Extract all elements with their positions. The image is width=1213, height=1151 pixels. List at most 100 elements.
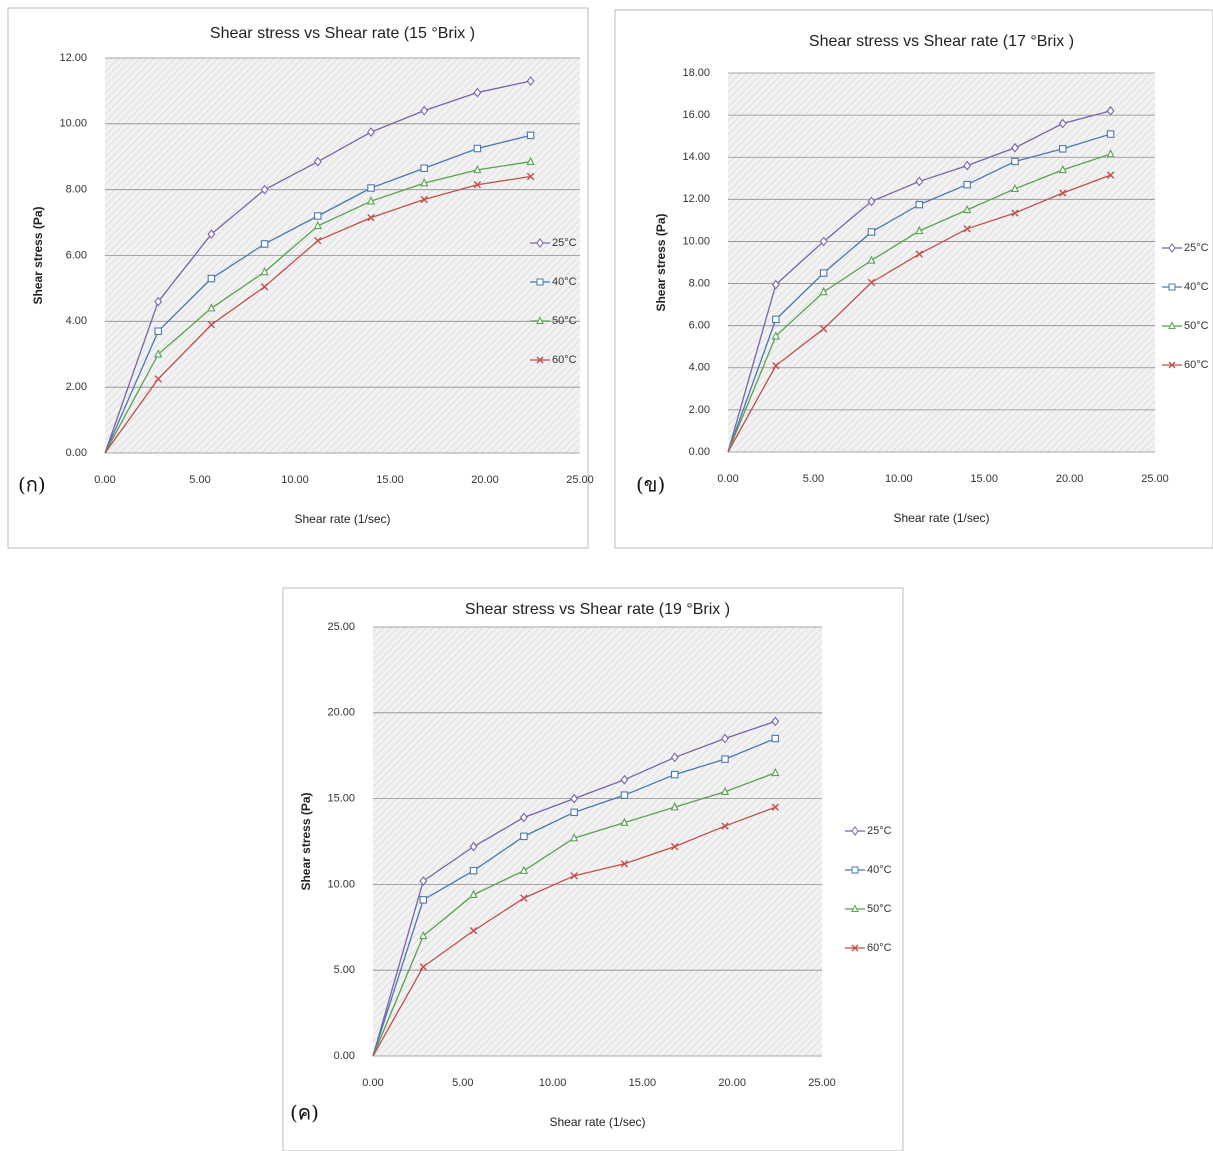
data-point	[720, 786, 730, 795]
legend-marker	[1168, 321, 1176, 329]
data-point	[620, 817, 629, 826]
data-point	[620, 860, 629, 868]
data-point	[260, 267, 269, 276]
y-tick-label: 0.00	[66, 447, 87, 459]
panel-label: (ข)	[636, 473, 665, 497]
data-point	[260, 184, 269, 195]
x-tick-label: 0.00	[94, 474, 115, 486]
data-point	[1058, 164, 1067, 174]
data-point	[963, 180, 971, 189]
y-tick-label: 4.00	[689, 362, 710, 374]
x-tick-label: 15.00	[629, 1077, 657, 1089]
data-point	[367, 127, 375, 137]
legend-label: 40°C	[1184, 281, 1209, 293]
data-point	[314, 212, 322, 220]
y-tick-label: 10.00	[59, 118, 87, 130]
legend-label: 40°C	[867, 864, 892, 876]
chart: Shear stress vs Shear rate (15 °Brix ) 0.…	[7, 7, 594, 549]
data-point	[915, 225, 924, 235]
data-point	[207, 303, 216, 312]
chart-title: Shear stress vs Shear rate (17 °Brix )	[809, 33, 1074, 50]
y-tick-label: 2.00	[66, 381, 87, 393]
y-tick-label: 16.00	[682, 109, 710, 121]
x-tick-label: 20.00	[1056, 473, 1084, 485]
y-tick-label: 2.00	[689, 404, 710, 416]
chart: Shear stress vs Shear rate (17 °Brix ) 0.…	[614, 9, 1213, 549]
data-point	[469, 927, 478, 935]
legend-label: 25°C	[867, 825, 892, 837]
panel-label: (ค)	[290, 1101, 319, 1125]
data-point	[469, 866, 478, 875]
legend-label: 60°C	[552, 354, 577, 366]
data-point	[367, 213, 375, 222]
legend-label: 25°C	[1184, 242, 1209, 254]
y-tick-label: 4.00	[66, 315, 87, 327]
data-point	[473, 181, 482, 189]
data-point	[721, 755, 729, 763]
data-point	[1010, 183, 1020, 193]
data-point	[526, 172, 535, 181]
x-tick-label: 5.00	[189, 474, 210, 486]
data-point	[154, 296, 163, 307]
data-point	[526, 76, 535, 86]
x-axis-title: Shear rate (1/sec)	[294, 512, 390, 526]
data-point	[1106, 106, 1115, 116]
y-tick-label: 20.00	[327, 707, 355, 719]
data-point	[963, 160, 972, 171]
chart-frame	[282, 587, 904, 1151]
data-point	[1011, 142, 1019, 153]
data-point	[671, 842, 679, 851]
y-tick-label: 25.00	[327, 621, 355, 633]
data-point	[260, 240, 269, 248]
x-tick-label: 15.00	[970, 473, 998, 485]
data-point	[1059, 189, 1067, 197]
data-point	[570, 872, 578, 880]
legend-label: 50°C	[1184, 320, 1209, 332]
data-point	[419, 963, 427, 971]
x-tick-label: 20.00	[718, 1077, 746, 1089]
data-point	[771, 767, 780, 777]
data-point	[771, 716, 780, 727]
data-point	[207, 274, 216, 283]
legend-marker	[1168, 243, 1176, 253]
data-point	[313, 156, 322, 167]
data-point	[819, 269, 828, 277]
chart: Shear stress vs Shear rate (19 °Brix ) 0.…	[282, 587, 904, 1151]
legend-label: 50°C	[552, 315, 577, 327]
data-point	[420, 178, 429, 187]
legend-marker	[851, 866, 859, 874]
x-tick-label: 25.00	[808, 1077, 836, 1089]
data-point	[867, 228, 876, 236]
data-point	[260, 283, 269, 291]
data-point	[771, 803, 779, 811]
data-point	[1106, 130, 1115, 138]
data-point	[473, 144, 482, 153]
data-point	[314, 236, 322, 245]
data-point	[526, 156, 535, 165]
legend-marker	[536, 316, 544, 324]
x-tick-label: 10.00	[281, 474, 309, 486]
data-point	[1058, 118, 1067, 129]
data-point	[520, 832, 528, 841]
data-point	[670, 802, 679, 811]
data-point	[915, 176, 924, 187]
data-point	[420, 105, 429, 116]
legend-marker	[851, 944, 859, 952]
y-axis-title: Shear stress (Pa)	[31, 206, 45, 304]
data-point	[420, 195, 428, 204]
data-point	[519, 812, 528, 823]
data-point	[570, 833, 579, 842]
data-point	[207, 320, 216, 329]
data-point	[420, 164, 428, 173]
plot-area	[728, 73, 1155, 452]
x-tick-label: 25.00	[1141, 473, 1169, 485]
data-point	[526, 131, 535, 140]
x-axis-title: Shear rate (1/sec)	[549, 1115, 645, 1129]
y-tick-label: 8.00	[689, 277, 710, 289]
data-point	[419, 876, 428, 886]
y-tick-label: 5.00	[334, 964, 355, 976]
legend-label: 25°C	[552, 237, 577, 249]
data-point	[154, 327, 162, 335]
legend-marker	[536, 278, 544, 286]
